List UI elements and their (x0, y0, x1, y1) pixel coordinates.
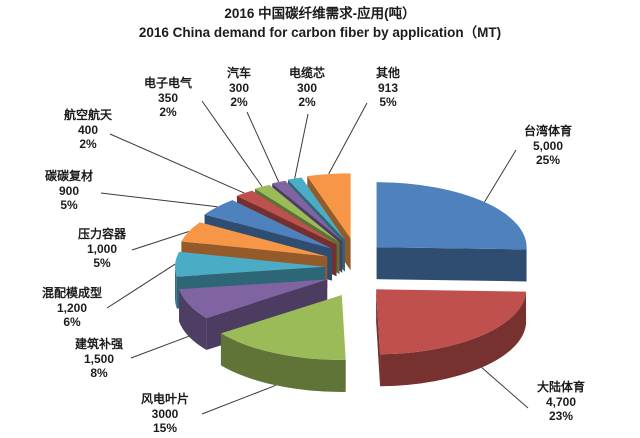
slice-percent: 25% (535, 153, 561, 167)
leader-line (106, 263, 176, 309)
leader-line (130, 335, 189, 359)
chart-title-zh: 2016 中国碳纤维需求-应用(吨） (224, 6, 416, 21)
slice-value: 1,200 (56, 300, 88, 315)
slice-percent: 23% (548, 409, 574, 423)
slice-label: 压力容器 1,000 5% (78, 227, 126, 271)
pie-slice-3 (179, 279, 328, 318)
slice-label: 混配模成型 1,200 6% (42, 286, 102, 330)
slice-value: 5,000 (532, 138, 564, 153)
pie-slice-6 (204, 200, 333, 249)
slice-percent: 5% (93, 256, 111, 270)
slice-label: 建筑补强 1,500 8% (75, 337, 123, 381)
slice-label: 其他 913 5% (376, 66, 400, 110)
leader-line (131, 231, 189, 251)
slice-label: 台湾体育 5,000 25% (524, 124, 572, 168)
pie-slice-11 (307, 173, 351, 239)
pie-slice-4 (175, 251, 326, 277)
pie-slice-1 (376, 289, 527, 355)
slice-percent: 5% (60, 198, 78, 212)
slice-percent: 15% (152, 421, 178, 435)
slice-value: 300 (296, 80, 318, 95)
slice-value: 900 (58, 183, 80, 198)
leader-line (481, 367, 529, 409)
pie-slice-side-1 (376, 289, 381, 387)
slice-value: 350 (157, 90, 179, 105)
slice-percent: 2% (159, 105, 177, 119)
slice-label: 航空航天 400 2% (64, 108, 112, 152)
slice-name: 台湾体育 (523, 124, 573, 138)
slice-value: 3000 (151, 406, 179, 421)
pie-slice-0 (376, 182, 527, 250)
slice-percent: 6% (63, 315, 81, 329)
leader-line (484, 149, 517, 203)
pie-slice-10 (287, 177, 345, 240)
slice-label: 电缆芯 300 2% (289, 66, 325, 110)
chart-title: 2016 中国碳纤维需求-应用(吨） 2016 China demand for… (0, 4, 640, 42)
slice-value: 400 (77, 122, 99, 137)
pie-slice-rim-1 (380, 291, 527, 387)
slice-name: 建筑补强 (74, 337, 124, 351)
slice-name: 大陆体育 (536, 380, 586, 394)
slice-label: 电子电气 350 2% (144, 76, 192, 120)
pie-slice-rim-4 (175, 266, 177, 309)
pie-slice-7 (236, 190, 337, 245)
slice-name: 电缆芯 (288, 66, 326, 80)
pie-slice-rim-3 (179, 289, 207, 350)
slice-percent: 2% (79, 137, 97, 151)
slice-value: 4,700 (545, 394, 577, 409)
slice-percent: 5% (379, 95, 397, 109)
pie-slice-2 (220, 294, 346, 360)
chart-title-en: 2016 China demand for carbon fiber by ap… (138, 25, 502, 40)
leader-line (201, 100, 263, 187)
slice-name: 风电叶片 (140, 392, 190, 406)
pie-slice-side-0 (376, 247, 527, 282)
slice-label: 汽车 300 2% (227, 66, 251, 110)
pie-slice-8 (255, 184, 340, 243)
slice-name: 混配模成型 (41, 286, 103, 300)
slice-label: 碳碳复材 900 5% (45, 169, 93, 213)
slice-percent: 2% (298, 95, 316, 109)
pie-slice-9 (272, 180, 343, 241)
slice-percent: 8% (90, 366, 108, 380)
slice-name: 压力容器 (77, 227, 127, 241)
leader-line (294, 113, 309, 179)
leader-line (100, 192, 218, 208)
leader-line (109, 133, 245, 194)
slice-name: 其他 (375, 66, 401, 80)
leader-line (328, 102, 368, 175)
slice-label: 大陆体育 4,700 23% (537, 380, 585, 424)
slice-value: 913 (377, 80, 399, 95)
slice-percent: 2% (230, 95, 248, 109)
pie-slice-5 (181, 222, 328, 257)
slice-name: 航空航天 (63, 108, 113, 122)
slice-label: 风电叶片 3000 15% (141, 392, 189, 436)
leader-line (246, 111, 280, 183)
slice-value: 1,000 (86, 241, 118, 256)
slice-name: 汽车 (226, 66, 252, 80)
slice-value: 300 (228, 80, 250, 95)
slice-value: 1,500 (83, 351, 115, 366)
pie-slice-rim-2 (220, 333, 346, 392)
slice-name: 碳碳复材 (44, 169, 94, 183)
slice-name: 电子电气 (143, 76, 193, 90)
leader-line (201, 384, 276, 415)
